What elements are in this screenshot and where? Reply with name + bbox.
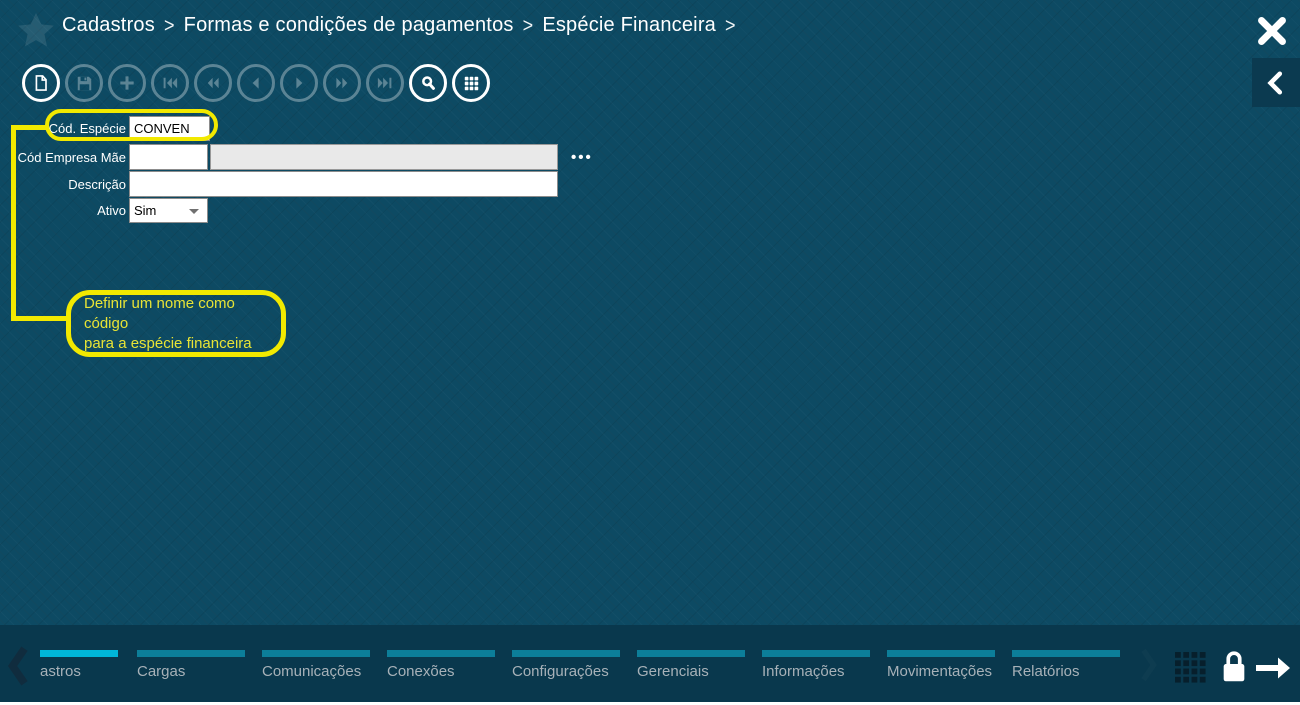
last-record-button[interactable] — [366, 64, 404, 102]
descricao-label: Descrição — [68, 176, 126, 192]
cod-empresa-mae-label: Cód Empresa Mãe — [17, 149, 126, 165]
scroll-right-icon[interactable] — [1138, 645, 1160, 690]
tab-label: Configurações — [512, 663, 609, 680]
breadcrumb-separator: > — [163, 13, 175, 37]
save-button[interactable] — [65, 64, 103, 102]
tab-gerenciais[interactable]: Gerenciais — [637, 650, 745, 680]
tab-strip — [387, 650, 495, 657]
tab-comunicacoes[interactable]: Comunicações — [262, 650, 370, 680]
tab-strip — [137, 650, 245, 657]
cod-empresa-mae-input[interactable] — [129, 144, 208, 170]
fast-backward-button[interactable] — [194, 64, 232, 102]
tab-label: Informações — [762, 663, 845, 680]
annotation-text: Definir um nome como código — [84, 294, 235, 332]
tab-conexoes[interactable]: Conexões — [387, 650, 495, 680]
ativo-select[interactable]: Sim — [129, 198, 208, 223]
add-button[interactable] — [108, 64, 146, 102]
lock-icon[interactable] — [1219, 648, 1249, 692]
tab-strip — [762, 650, 870, 657]
next-button[interactable] — [280, 64, 318, 102]
fast-forward-button[interactable] — [323, 64, 361, 102]
tab-label: Gerenciais — [637, 663, 709, 680]
dark-grid-icon[interactable] — [1174, 651, 1207, 689]
collapse-left-icon[interactable] — [1252, 58, 1300, 107]
tab-label: Comunicações — [262, 663, 362, 680]
record-toolbar — [22, 64, 490, 102]
tab-configuracoes[interactable]: Configurações — [512, 650, 620, 680]
close-icon[interactable] — [1254, 13, 1290, 49]
tab-label: astros — [40, 663, 81, 680]
tab-informacoes[interactable]: Informações — [762, 650, 870, 680]
annotation-callout: Definir um nome como código para a espéc… — [66, 290, 286, 357]
descricao-input[interactable] — [129, 171, 558, 197]
grid-view-button[interactable] — [452, 64, 490, 102]
breadcrumb-separator: > — [522, 13, 534, 37]
cod-especie-label: Cód. Espécie — [48, 121, 126, 136]
new-record-button[interactable] — [22, 64, 60, 102]
arrow-right-icon[interactable] — [1254, 655, 1292, 686]
tab-label: Cargas — [137, 663, 186, 680]
tab-cargas[interactable]: Cargas — [137, 650, 245, 680]
tab-strip — [40, 650, 118, 657]
search-button[interactable] — [409, 64, 447, 102]
tab-movimentacoes[interactable]: Movimentações — [887, 650, 995, 680]
breadcrumb-separator: > — [725, 13, 736, 37]
breadcrumb-item[interactable]: Espécie Financeira — [542, 14, 717, 36]
tab-label: Relatórios — [1012, 663, 1080, 680]
scroll-left-icon[interactable] — [5, 643, 31, 694]
lookup-ellipsis-button[interactable]: ••• — [571, 148, 593, 166]
tab-label: Conexões — [387, 663, 455, 680]
empresa-mae-descricao-field — [210, 144, 558, 170]
breadcrumb-item[interactable]: Cadastros — [62, 14, 155, 36]
tab-strip — [887, 650, 995, 657]
cod-especie-input[interactable] — [129, 116, 210, 141]
tab-strip — [637, 650, 745, 657]
window-bottom-edge — [0, 702, 1300, 705]
bottom-module-bar: astros Cargas Comunicações Conexões Conf… — [0, 625, 1300, 702]
annotation-text: para a espécie financeira — [84, 334, 252, 352]
tab-strip — [262, 650, 370, 657]
annotation-connector — [11, 316, 68, 321]
previous-button[interactable] — [237, 64, 275, 102]
tab-relatorios[interactable]: Relatórios — [1012, 650, 1120, 680]
breadcrumb-item[interactable]: Formas e condições de pagamentos — [183, 14, 514, 36]
tab-label: Movimentações — [887, 663, 993, 680]
ativo-label: Ativo — [97, 203, 126, 218]
tab-strip — [512, 650, 620, 657]
star-icon — [14, 9, 58, 53]
tab-strip — [1012, 650, 1120, 657]
ativo-selected-value: Sim — [134, 203, 157, 218]
first-record-button[interactable] — [151, 64, 189, 102]
tab-astros[interactable]: astros — [40, 650, 118, 680]
breadcrumb: Cadastros > Formas e condições de pagame… — [62, 13, 745, 37]
